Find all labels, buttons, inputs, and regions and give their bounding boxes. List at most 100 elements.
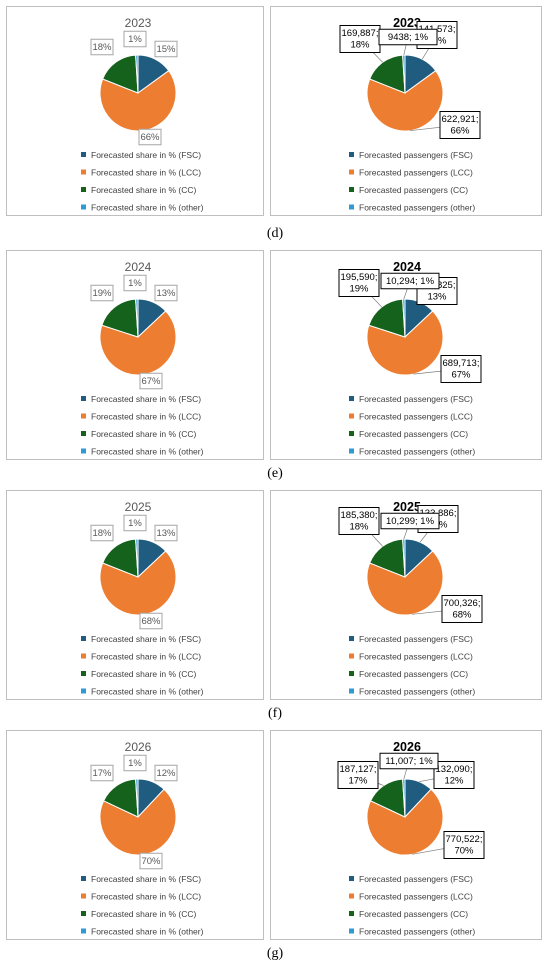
passenger-chart-2025-legend-label-fsc: Forecasted passengers (FSC) bbox=[359, 634, 473, 644]
share-chart-2025-title: 2025 bbox=[125, 500, 152, 514]
share-chart-2024-label-cc: 19% bbox=[90, 284, 114, 302]
passenger-chart-2026-label-lcc: 770,522;70% bbox=[443, 831, 485, 859]
passenger-chart-2025-label-lcc-box bbox=[441, 595, 483, 623]
share-chart-2023-label-fsc-box bbox=[154, 40, 178, 58]
passenger-chart-2026-legend-label-cc: Forecasted passengers (CC) bbox=[359, 909, 468, 919]
passenger-chart-2026-label-lcc-box bbox=[443, 831, 485, 859]
share-chart-2025-label-cc-text: 18% bbox=[92, 528, 112, 539]
passenger-chart-2023-legend-swatch-cc bbox=[349, 187, 354, 192]
passenger-chart-2024-label-cc-box bbox=[338, 269, 380, 297]
passenger-chart-2024-legend-swatch-other bbox=[349, 448, 354, 454]
passenger-chart-2023-label-cc: 169,887;18% bbox=[339, 25, 381, 53]
share-chart-2026-legend-label-lcc: Forecasted share in % (LCC) bbox=[91, 892, 201, 902]
share-chart-2026-label-cc-text: 17% bbox=[92, 768, 112, 779]
share-chart-2026-label-cc: 17% bbox=[90, 764, 114, 782]
passenger-chart-2025-label-lcc-text: 700,326; bbox=[444, 598, 481, 609]
share-chart-2025-legend-swatch-other bbox=[81, 688, 86, 694]
passenger-chart-2023-svg: 2023141,573;15%622,921;66%169,887;18%943… bbox=[339, 16, 481, 213]
passenger-chart-2024-legend-swatch-cc bbox=[349, 431, 354, 436]
share-chart-2025-label-fsc-box bbox=[154, 524, 178, 542]
share-chart-2024-title: 2024 bbox=[125, 260, 152, 274]
passenger-chart-2024-slice-lcc bbox=[366, 310, 444, 376]
share-chart-2023-svg: 2023 15% 66% 18% 1% Forecasted share in % (FS… bbox=[81, 16, 204, 213]
passenger-chart-2025-slice-other bbox=[402, 538, 406, 578]
share-chart-2026-label-other: 1% bbox=[123, 754, 147, 772]
passenger-chart-2023-slice-other bbox=[402, 54, 406, 94]
passenger-chart-2024-label-lcc-text: 689,713; bbox=[443, 358, 480, 369]
share-chart-2026-label-fsc: 12% bbox=[154, 764, 178, 782]
passenger-chart-2024-svg: 2024133,825;13%689,713;67%195,590;19%10,… bbox=[338, 260, 482, 457]
passenger-chart-2026-svg: 2026 132,090;12% 770,522;70% 187,127;17% 11,… bbox=[337, 740, 485, 937]
passenger-chart-2025-label-other: 10,299; 1% bbox=[380, 512, 440, 530]
passenger-chart-2024-label-lcc-text: 67% bbox=[451, 370, 471, 381]
share-chart-2025-svg: 2025 13% 68% 18% 1% Forecasted share in % (FS… bbox=[81, 500, 204, 697]
share-chart-2026-slice-other bbox=[135, 778, 139, 818]
passenger-chart-2026-label-cc-box bbox=[337, 761, 379, 789]
passenger-chart-2024-legend-label-other: Forecasted passengers (other) bbox=[359, 447, 475, 457]
share-chart-2026-label-fsc-text: 12% bbox=[156, 768, 176, 779]
passenger-chart-2025-legend-swatch-fsc bbox=[349, 636, 354, 641]
passenger-chart-2024: 2024133,825;13%689,713;67%195,590;19%10,… bbox=[270, 250, 542, 460]
passenger-chart-2026-legend-swatch-lcc bbox=[349, 893, 354, 899]
share-chart-2026-label-lcc-box bbox=[139, 852, 163, 870]
share-chart-2025-label-other-box bbox=[123, 514, 147, 532]
passenger-chart-2026-label-cc-text: 17% bbox=[348, 776, 368, 787]
share-chart-2023-legend-label-fsc: Forecasted share in % (FSC) bbox=[91, 150, 201, 160]
share-chart-2023-legend-label-lcc: Forecasted share in % (LCC) bbox=[91, 168, 201, 178]
passenger-chart-2026-label-lcc-text: 770,522; bbox=[446, 834, 483, 845]
share-chart-2024-label-lcc-box bbox=[139, 372, 163, 390]
share-chart-2025-legend-swatch-fsc bbox=[81, 636, 86, 641]
passenger-chart-2026-legend-swatch-cc bbox=[349, 911, 354, 916]
share-chart-2025-label-lcc-text: 68% bbox=[141, 616, 161, 627]
share-chart-2024-legend-label-cc: Forecasted share in % (CC) bbox=[91, 429, 197, 439]
passenger-chart-2026-legend-swatch-fsc bbox=[349, 876, 354, 881]
passenger-chart-2025-svg: 2025133,886;13%700,326;68%185,380;18%10,… bbox=[338, 500, 483, 697]
passenger-chart-2023-legend-label-other: Forecasted passengers (other) bbox=[359, 203, 475, 213]
passenger-chart-2023-label-other: 9438; 1% bbox=[378, 28, 438, 46]
share-chart-2026-legend-label-other: Forecasted share in % (other) bbox=[91, 927, 204, 937]
passenger-chart-2023-legend-swatch-lcc bbox=[349, 169, 354, 175]
share-chart-2023: 2023 15% 66% 18% 1% Forecasted share in % (FS… bbox=[6, 6, 264, 216]
passenger-chart-2026-label-other-box bbox=[379, 752, 439, 770]
passenger-chart-2024-title: 2024 bbox=[393, 260, 421, 274]
passenger-chart-2024-legend-swatch-fsc bbox=[349, 396, 354, 401]
share-chart-2024-slice-other bbox=[135, 298, 139, 338]
passenger-chart-2025-legend-swatch-other bbox=[349, 688, 354, 694]
passenger-chart-2024-legend-swatch-lcc bbox=[349, 413, 354, 419]
passenger-chart-2026-label-other: 11,007; 1% bbox=[379, 752, 439, 770]
share-chart-2023-legend-label-other: Forecasted share in % (other) bbox=[91, 203, 204, 213]
passenger-chart-2026-label-fsc-box bbox=[433, 761, 475, 789]
passenger-chart-2024-slice-cc bbox=[368, 298, 406, 338]
share-chart-2026-title: 2026 bbox=[125, 740, 152, 754]
share-chart-2024-legend-swatch-lcc bbox=[81, 413, 86, 419]
passenger-chart-2023-label-other-text: 9438; 1% bbox=[388, 32, 429, 43]
share-chart-2025-slice-other bbox=[135, 538, 139, 578]
passenger-chart-2025-label-lcc-text: 68% bbox=[452, 610, 472, 621]
passenger-chart-2025-label-lcc: 700,326;68% bbox=[441, 595, 483, 623]
share-chart-2025-label-other: 1% bbox=[123, 514, 147, 532]
passenger-chart-2025: 2025133,886;13%700,326;68%185,380;18%10,… bbox=[270, 490, 542, 700]
share-chart-2025-label-cc: 18% bbox=[90, 524, 114, 542]
share-chart-2024-label-other-text: 1% bbox=[128, 278, 142, 289]
passenger-chart-2026-label-other-text: 11,007; 1% bbox=[385, 756, 433, 767]
share-chart-2023-label-lcc-box bbox=[138, 128, 162, 146]
share-chart-2024-legend-swatch-fsc bbox=[81, 396, 86, 401]
share-chart-2024-label-lcc: 67% bbox=[139, 372, 163, 390]
share-chart-2026-label-cc-box bbox=[90, 764, 114, 782]
passenger-chart-2024-label-fsc-text: 13% bbox=[427, 292, 447, 303]
share-chart-2024-label-fsc-text: 13% bbox=[156, 288, 176, 299]
share-chart-2025-label-lcc-box bbox=[139, 612, 163, 630]
passenger-chart-2025-slice-cc bbox=[369, 538, 406, 578]
passenger-chart-2025-label-other-text: 10,299; 1% bbox=[386, 516, 435, 527]
passenger-chart-2025-label-cc-text: 185,380; bbox=[341, 510, 378, 521]
passenger-chart-2024-label-cc-text: 195,590; bbox=[341, 272, 378, 283]
passenger-chart-2024-label-cc: 195,590;19% bbox=[338, 269, 380, 297]
passenger-chart-2023-label-lcc: 622,921;66% bbox=[439, 111, 481, 139]
share-chart-2025-slice-cc bbox=[102, 538, 139, 578]
passenger-chart-2026: 2026 132,090; 12% 770,522; 70% 187,127; 17% 11,… bbox=[270, 730, 542, 940]
passenger-chart-2024-label-other-box bbox=[380, 272, 440, 290]
share-chart-2023-label-fsc-text: 15% bbox=[156, 44, 176, 55]
passenger-chart-2023-legend-label-cc: Forecasted passengers (CC) bbox=[359, 185, 468, 195]
passenger-chart-2023-slice-cc bbox=[369, 54, 406, 94]
passenger-chart-2026-legend-label-lcc: Forecasted passengers (LCC) bbox=[359, 892, 473, 902]
